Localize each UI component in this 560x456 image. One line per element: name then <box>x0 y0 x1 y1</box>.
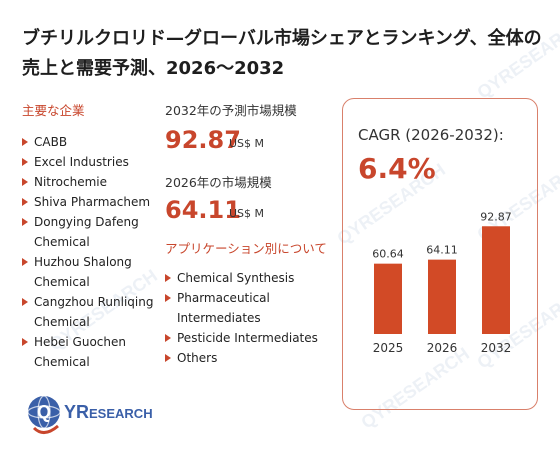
application-item: Others <box>165 348 335 368</box>
bar-2025 <box>374 263 402 334</box>
companies-heading: 主要な企業 <box>22 103 85 118</box>
logo-yr: YR <box>64 402 89 422</box>
company-item: Huzhou Shalong Chemical <box>22 252 162 292</box>
market-2032-unit: US$ M <box>229 137 265 150</box>
cagr-value: 6.4% <box>358 152 436 185</box>
company-item: CABB <box>22 132 162 152</box>
company-item: Nitrochemie <box>22 172 162 192</box>
data-label-2026: 64.11 <box>426 244 458 257</box>
company-item: Excel Industries <box>22 152 162 172</box>
company-item: Hebei Guochen Chemical <box>22 332 162 372</box>
company-item: Shiva Pharmachem <box>22 192 162 212</box>
data-label-2032: 92.87 <box>480 210 512 223</box>
bar-2026 <box>428 259 456 334</box>
bar-chart: 60.64 2025 64.11 2026 92.87 2032 <box>372 210 512 355</box>
logo-research: ESEARCH <box>89 406 153 421</box>
applications-heading: アプリケーション別について <box>165 241 327 256</box>
application-item: Pesticide Intermediates <box>165 328 335 348</box>
page-title: ブチリルクロリド—グローバル市場シェアとランキング、全体の売上と需要予測、202… <box>22 28 542 79</box>
qyresearch-logo: Q YRESEARCH <box>27 395 153 434</box>
market-2026-label: 2026年の市場規模 <box>165 175 272 190</box>
market-2026-unit: US$ M <box>229 207 265 220</box>
application-item: Chemical Synthesis <box>165 268 335 288</box>
application-item: Pharmaceutical Intermediates <box>165 288 335 328</box>
company-list: CABB Excel Industries Nitrochemie Shiva … <box>22 132 162 372</box>
market-2026-value: 64.11 <box>165 196 241 224</box>
x-tick-2032: 2032 <box>481 341 512 355</box>
bar-2032 <box>482 226 510 334</box>
cagr-card <box>342 98 538 410</box>
data-label-2025: 60.64 <box>372 248 404 261</box>
application-list: Chemical Synthesis Pharmaceutical Interm… <box>165 268 335 368</box>
company-item: Cangzhou Runliqing Chemical <box>22 292 162 332</box>
x-tick-2026: 2026 <box>427 341 458 355</box>
market-2032-value: 92.87 <box>165 126 241 154</box>
logo-q: Q <box>37 402 51 422</box>
svg-text:YRESEARCH: YRESEARCH <box>64 402 153 422</box>
company-item: Dongying Dafeng Chemical <box>22 212 162 252</box>
x-tick-2025: 2025 <box>373 341 404 355</box>
cagr-label: CAGR (2026-2032): <box>358 126 504 144</box>
logo-globe-icon <box>28 396 60 428</box>
market-2032-label: 2032年の予測市場規模 <box>165 103 297 118</box>
